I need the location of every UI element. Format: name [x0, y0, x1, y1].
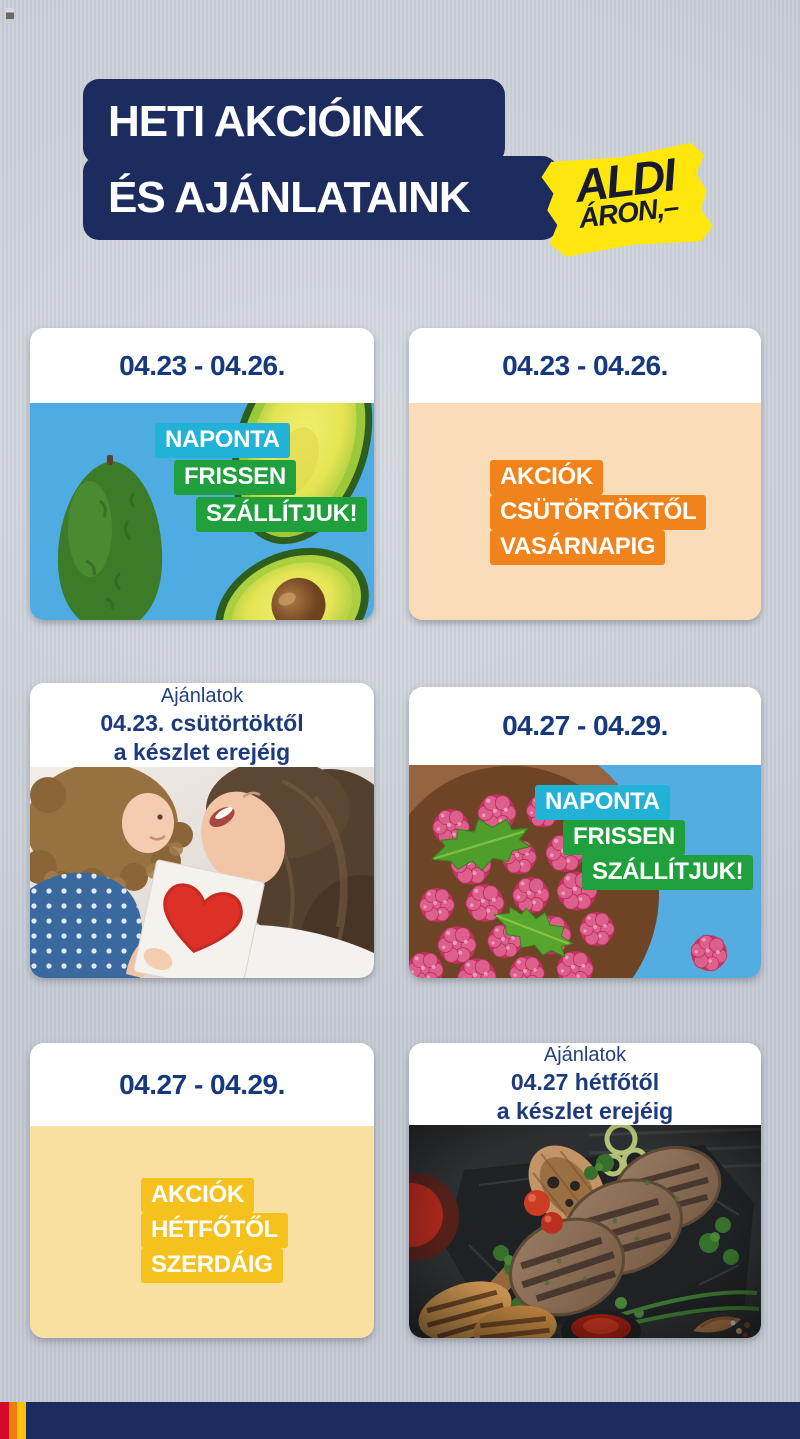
card-date-header: 04.23 - 04.26.	[409, 328, 761, 403]
footer-bar	[0, 1402, 800, 1439]
promo-card-sales-mon-wed[interactable]: 04.27 - 04.29. AKCIÓK HÉTFŐTŐL SZERDÁIG	[30, 1043, 374, 1338]
offers-card-monday[interactable]: Ajánlatok 04.27 hétfőtől a készlet erejé…	[409, 1043, 761, 1338]
promo-chip: SZERDÁIG	[141, 1248, 283, 1284]
card-date-header: 04.27 - 04.29.	[409, 687, 761, 765]
offers-line1: 04.23. csütörtöktől	[100, 710, 304, 737]
promo-chip: HÉTFŐTŐL	[141, 1213, 288, 1249]
offers-title: Ajánlatok	[160, 685, 244, 708]
banner-title-line1: HETI AKCIÓINK	[83, 79, 505, 164]
promo-card-fresh-mon-wed[interactable]: 04.27 - 04.29.	[409, 687, 761, 978]
offers-title: Ajánlatok	[543, 1044, 627, 1067]
card-date-header: 04.23 - 04.26.	[30, 328, 374, 403]
grilled-patties-photo: ​	[409, 1125, 761, 1338]
banner-title-line2: ÉS AJÁNLATAINK	[83, 156, 558, 240]
mother-daughter-photo	[30, 767, 374, 978]
date-range: 04.27 - 04.29.	[119, 1068, 285, 1100]
promo-chip: FRISSEN	[174, 460, 296, 496]
promo-chip: AKCIÓK	[490, 460, 603, 496]
aldi-price-badge: ALDI ÁRON,–	[540, 141, 715, 259]
date-range: 04.23 - 04.26.	[502, 349, 668, 381]
brand-stripe-red	[0, 1402, 9, 1439]
title-text-2: ÉS AJÁNLATAINK	[108, 173, 471, 222]
promo-chip: NAPONTA	[155, 423, 290, 459]
promo-chip: FRISSEN	[563, 820, 685, 856]
peach-panel: AKCIÓK CSÜTÖRTÖKTŐL VASÁRNAPIG	[409, 403, 761, 620]
promo-card-fresh-thu-sun[interactable]: 04.23 - 04.26.	[30, 328, 374, 620]
title-text-1: HETI AKCIÓINK	[108, 96, 424, 146]
card-offers-header: Ajánlatok 04.23. csütörtöktől a készlet …	[30, 683, 374, 767]
card-offers-header: Ajánlatok 04.27 hétfőtől a készlet erejé…	[409, 1043, 761, 1125]
footer-fill	[26, 1402, 800, 1439]
date-range: 04.23 - 04.26.	[119, 349, 285, 381]
card-date-header: 04.27 - 04.29.	[30, 1043, 374, 1126]
promo-chip: SZÁLLÍTJUK!	[196, 497, 368, 533]
offers-card-thursday[interactable]: Ajánlatok 04.23. csütörtöktől a készlet …	[30, 683, 374, 978]
offers-line2: a készlet erejéig	[496, 1097, 674, 1124]
offers-line2: a készlet erejéig	[113, 738, 291, 765]
offers-line1: 04.27 hétfőtől	[510, 1069, 660, 1096]
promo-chip: VASÁRNAPIG	[490, 530, 666, 566]
brand-stripe-yellow	[17, 1402, 26, 1439]
brand-stripe-orange	[9, 1402, 17, 1439]
promo-chip: SZÁLLÍTJUK!	[582, 855, 754, 891]
promo-chip: AKCIÓK	[141, 1178, 254, 1214]
page-corner-mark-icon	[6, 8, 14, 19]
promo-card-sales-thu-sun[interactable]: 04.23 - 04.26. AKCIÓK CSÜTÖRTÖKTŐL VASÁR…	[409, 328, 761, 620]
promo-chip: CSÜTÖRTÖKTŐL	[490, 495, 707, 531]
cream-panel: AKCIÓK HÉTFŐTŐL SZERDÁIG	[30, 1126, 374, 1338]
date-range: 04.27 - 04.29.	[502, 710, 668, 741]
promo-chip: NAPONTA	[535, 785, 670, 821]
